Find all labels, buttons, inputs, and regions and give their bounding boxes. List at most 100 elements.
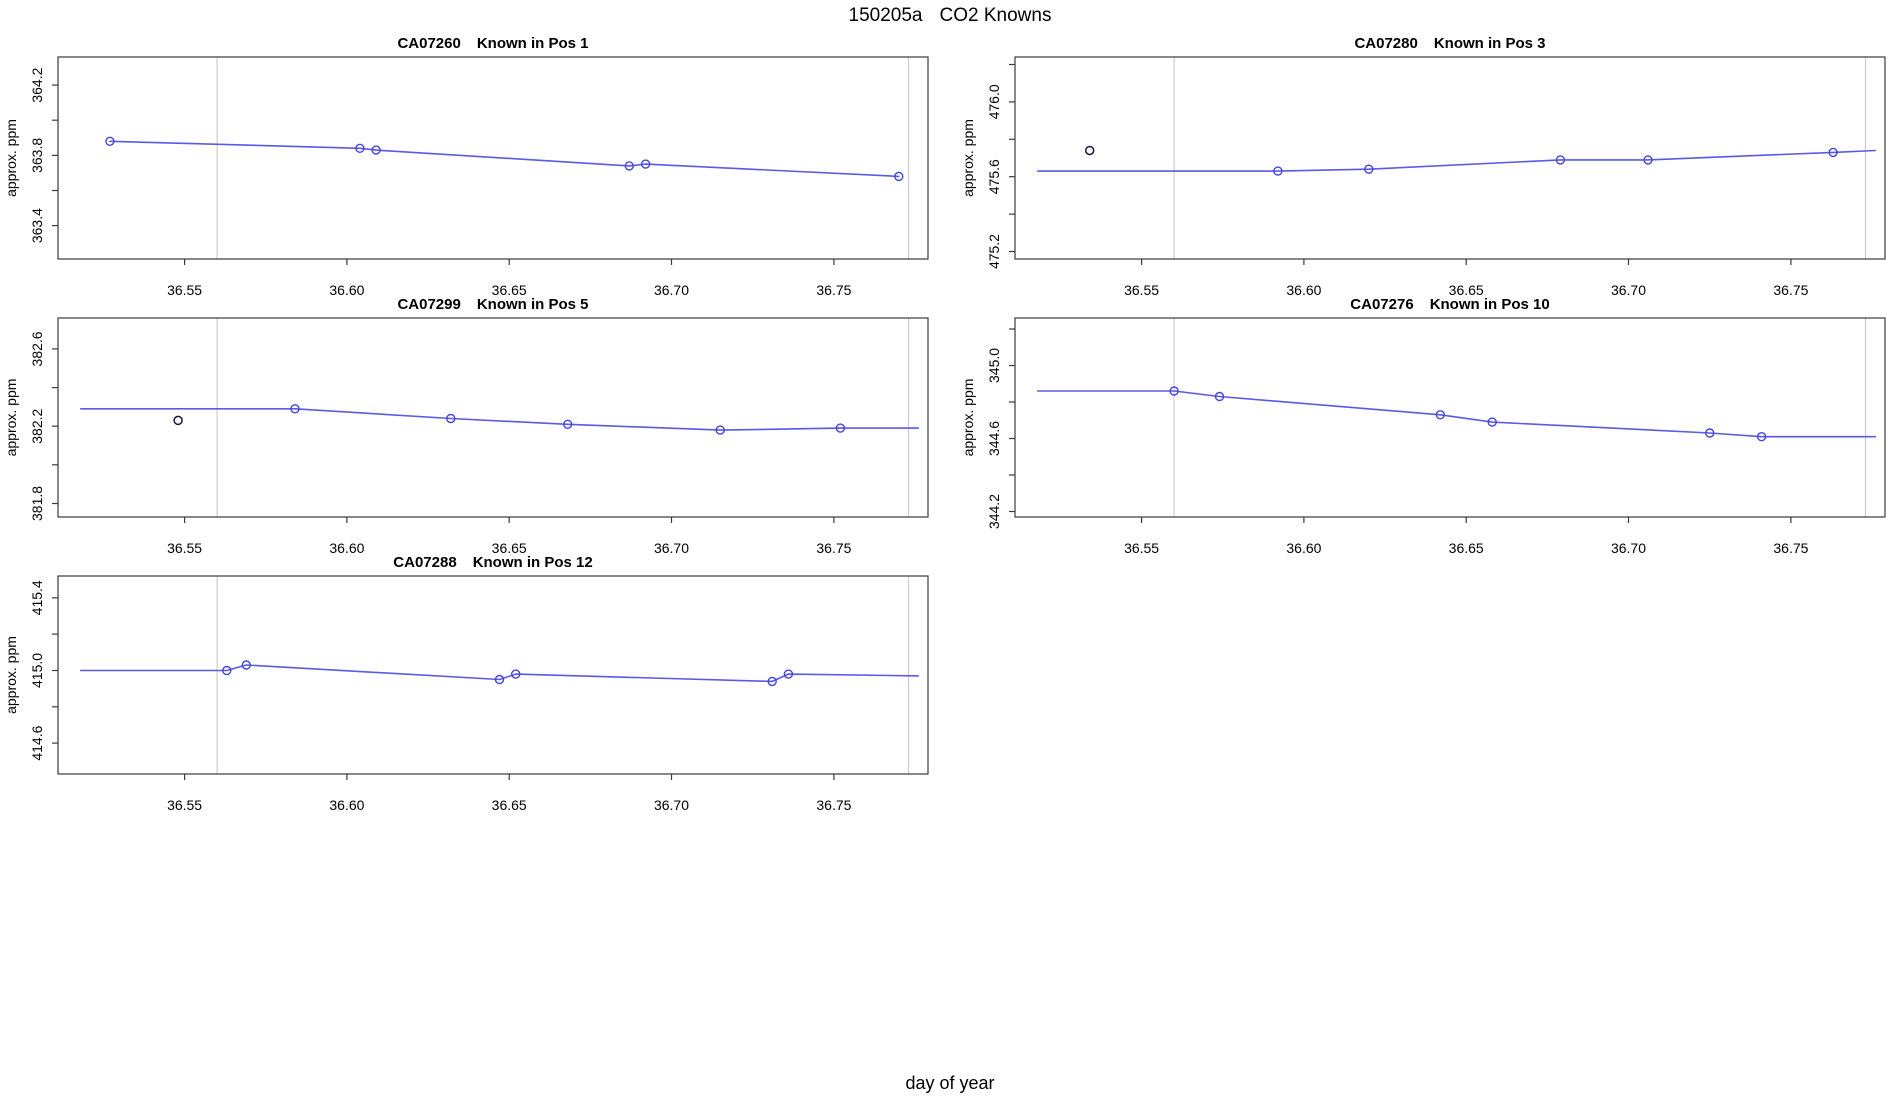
x-tick-label: 36.60 xyxy=(329,797,364,813)
data-point xyxy=(1704,428,1715,438)
y-tick-label: 382.6 xyxy=(29,331,45,366)
subplot-grid: CA07260 Known in Pos 1 36.55 36.60 36.65 36.7… xyxy=(3,35,1886,813)
data-point xyxy=(494,674,505,685)
data-point xyxy=(563,419,573,429)
x-tick-label: 36.55 xyxy=(1124,540,1159,556)
data-point xyxy=(624,161,634,171)
data-point xyxy=(1364,164,1374,174)
subplot-title-position: Known in Pos 10 xyxy=(1430,296,1550,313)
y-axis-title: approx. ppm xyxy=(3,379,19,457)
panel-box xyxy=(1014,317,1886,518)
subplot-title-sample: CA07280 xyxy=(1354,35,1417,52)
series-line xyxy=(1036,390,1877,438)
figure-title: 150205a CO2 Knowns xyxy=(849,5,1052,26)
x-tick-label: 36.70 xyxy=(1611,540,1646,556)
y-tick-label: 476.0 xyxy=(986,84,1002,119)
subplot-title-position: Known in Pos 5 xyxy=(477,296,589,313)
x-tick-label: 36.75 xyxy=(1773,282,1808,298)
subplot-CA07260: CA07260 Known in Pos 1 36.55 36.60 36.65 36.7… xyxy=(3,35,929,298)
subplot-title-sample: CA07276 xyxy=(1350,296,1413,313)
x-tick-label: 36.65 xyxy=(492,540,527,556)
subplot-title-sample: CA07299 xyxy=(397,296,460,313)
x-tick-label: 36.60 xyxy=(1286,282,1321,298)
series-line xyxy=(79,407,920,431)
x-tick-label: 36.65 xyxy=(1449,540,1484,556)
x-tick-label: 36.55 xyxy=(167,797,202,813)
x-tick-label: 36.60 xyxy=(329,282,364,298)
figure-title-run-id: 150205a xyxy=(849,5,923,26)
x-tick-label: 36.65 xyxy=(492,282,527,298)
subplot-title: CA07288 Known in Pos 12 xyxy=(393,554,592,571)
x-tick-label: 36.55 xyxy=(167,540,202,556)
data-point xyxy=(894,171,904,182)
x-tick-label: 36.55 xyxy=(167,282,202,298)
y-tick-label: 415.0 xyxy=(29,653,45,688)
x-tick-label: 36.75 xyxy=(816,540,851,556)
panel-box xyxy=(57,317,929,518)
series-line xyxy=(109,140,900,178)
subplot-title-sample: CA07260 xyxy=(397,35,460,52)
data-point xyxy=(1487,417,1497,427)
x-tick-label: 36.70 xyxy=(654,540,689,556)
subplot-title-sample: CA07288 xyxy=(393,554,456,571)
data-point xyxy=(355,143,365,154)
y-tick-label: 475.6 xyxy=(986,159,1002,194)
x-tick-label: 36.70 xyxy=(1611,282,1646,298)
y-axis-title: approx. ppm xyxy=(960,119,976,197)
subplot-title-position: Known in Pos 1 xyxy=(477,35,589,52)
data-point xyxy=(835,423,846,433)
data-point xyxy=(1435,410,1446,420)
x-tick-label: 36.75 xyxy=(1773,540,1808,556)
data-point xyxy=(105,136,115,147)
data-point xyxy=(1828,147,1838,158)
data-point xyxy=(222,665,232,676)
y-tick-label: 363.4 xyxy=(29,208,45,243)
y-tick-label: 363.8 xyxy=(29,138,45,173)
data-point xyxy=(1214,391,1225,402)
subplot-title-position: Known in Pos 12 xyxy=(473,554,593,571)
data-point xyxy=(1169,386,1179,396)
x-tick-label: 36.70 xyxy=(654,282,689,298)
x-tick-label: 36.60 xyxy=(1286,540,1321,556)
y-tick-label: 415.4 xyxy=(29,580,45,615)
outlier-point xyxy=(173,415,183,426)
figure-title-subject: CO2 Knowns xyxy=(940,5,1052,26)
data-point xyxy=(1555,155,1566,165)
data-point xyxy=(715,425,725,435)
data-point xyxy=(371,145,381,155)
panel-box xyxy=(1014,56,1886,260)
x-tick-label: 36.55 xyxy=(1124,282,1159,298)
data-point xyxy=(446,413,456,424)
y-axis-title: approx. ppm xyxy=(3,119,19,197)
subplot-title: CA07260 Known in Pos 1 xyxy=(397,35,588,52)
y-tick-label: 381.8 xyxy=(29,486,45,521)
panel-box xyxy=(57,56,929,260)
data-point xyxy=(767,676,777,687)
data-point xyxy=(1273,166,1283,176)
y-tick-label: 344.2 xyxy=(986,494,1002,529)
y-tick-label: 345.0 xyxy=(986,348,1002,383)
y-tick-label: 414.6 xyxy=(29,725,45,760)
y-tick-label: 382.2 xyxy=(29,408,45,443)
subplot-CA07280: CA07280 Known in Pos 3 36.55 36.60 36.65 36.7… xyxy=(960,35,1886,298)
subplot-title-position: Known in Pos 3 xyxy=(1434,35,1546,52)
panel-box xyxy=(57,575,929,775)
data-point xyxy=(1643,155,1653,165)
data-point xyxy=(783,669,794,679)
y-tick-label: 475.2 xyxy=(986,234,1002,269)
subplot-CA07299: CA07299 Known in Pos 5 36.55 36.60 36.65 36.7… xyxy=(3,296,929,556)
x-axis-label: day of year xyxy=(905,1073,994,1093)
subplot-title: CA07276 Known in Pos 10 xyxy=(1350,296,1549,313)
y-axis-title: approx. ppm xyxy=(3,636,19,714)
subplot-title: CA07299 Known in Pos 5 xyxy=(397,296,588,313)
series-line xyxy=(1036,149,1877,172)
y-tick-label: 344.6 xyxy=(986,421,1002,456)
x-tick-label: 36.70 xyxy=(654,797,689,813)
data-point xyxy=(290,404,300,414)
subplot-title: CA07280 Known in Pos 3 xyxy=(1354,35,1545,52)
data-point xyxy=(640,159,651,169)
x-tick-label: 36.60 xyxy=(329,540,364,556)
data-point xyxy=(1756,432,1767,442)
